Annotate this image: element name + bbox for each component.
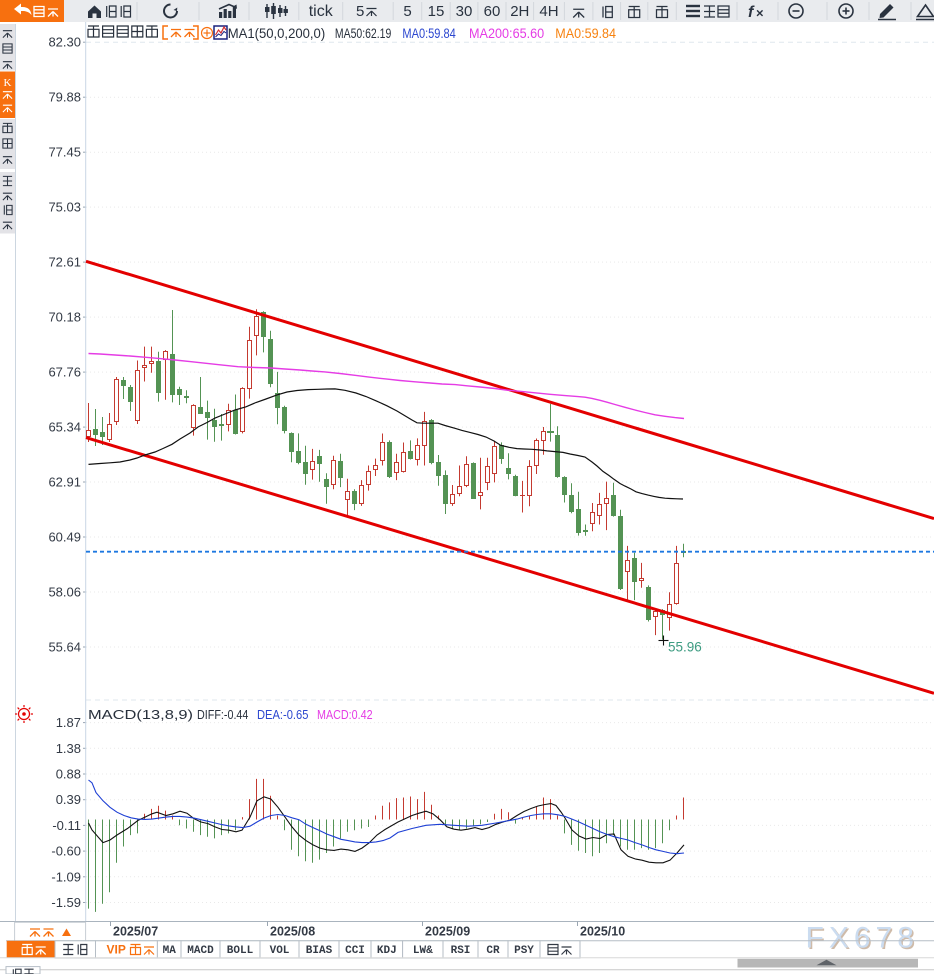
svg-text:VOL: VOL [270, 945, 290, 957]
svg-text:2025/07: 2025/07 [113, 925, 158, 939]
svg-text:VIP: VIP [107, 943, 126, 957]
svg-text:2H: 2H [510, 3, 529, 20]
svg-text:75.03: 75.03 [48, 200, 81, 215]
svg-text:0.88: 0.88 [56, 767, 81, 782]
svg-text:FX678: FX678 [807, 923, 920, 956]
svg-text:60.49: 60.49 [48, 530, 81, 545]
svg-text:DIFF:-0.44: DIFF:-0.44 [197, 707, 248, 722]
svg-text:MACD: MACD [187, 945, 214, 957]
svg-text:MA: MA [163, 945, 177, 957]
svg-text:MA0:59.84: MA0:59.84 [402, 26, 456, 41]
svg-text:15: 15 [428, 3, 445, 20]
svg-text:0.39: 0.39 [56, 792, 81, 807]
svg-text:82.30: 82.30 [48, 35, 81, 50]
svg-text:62.91: 62.91 [48, 475, 81, 490]
svg-text:2025/08: 2025/08 [270, 925, 315, 939]
svg-text:30: 30 [456, 3, 473, 20]
svg-text:-0.11: -0.11 [52, 818, 81, 833]
svg-text:-1.59: -1.59 [51, 895, 81, 910]
svg-text:CR: CR [486, 945, 500, 957]
svg-text:67.76: 67.76 [48, 365, 81, 380]
svg-text:BIAS: BIAS [306, 945, 333, 957]
svg-text:5: 5 [356, 3, 364, 20]
svg-text:MA200:65.60: MA200:65.60 [469, 26, 544, 41]
svg-text:K: K [4, 77, 12, 89]
svg-text:MACD:0.42: MACD:0.42 [317, 707, 373, 722]
svg-text:-0.60: -0.60 [51, 844, 81, 859]
svg-text:70.18: 70.18 [48, 310, 81, 325]
svg-text:77.45: 77.45 [48, 145, 81, 160]
svg-text:MACD(13,8,9): MACD(13,8,9) [88, 707, 193, 722]
svg-text:KDJ: KDJ [377, 945, 397, 957]
svg-text:f: f [748, 4, 755, 21]
svg-text:55.64: 55.64 [48, 640, 81, 655]
svg-text:1.38: 1.38 [56, 741, 81, 756]
svg-text:5: 5 [403, 3, 411, 20]
svg-text:BOLL: BOLL [227, 945, 254, 957]
svg-text:79.88: 79.88 [48, 90, 81, 105]
svg-text:65.34: 65.34 [48, 420, 81, 435]
svg-text:DEA:-0.65: DEA:-0.65 [257, 707, 308, 722]
svg-text:MA50:62.19: MA50:62.19 [335, 26, 391, 41]
svg-text:RSI: RSI [451, 945, 471, 957]
svg-text:CCI: CCI [345, 945, 365, 957]
svg-text:-1.09: -1.09 [51, 869, 81, 884]
svg-text:2025/10: 2025/10 [580, 925, 625, 939]
svg-text:72.61: 72.61 [48, 255, 81, 270]
svg-text:2025/09: 2025/09 [425, 925, 470, 939]
svg-text:FX678: FX678 [806, 922, 919, 955]
svg-text:×: × [756, 6, 764, 21]
svg-text:4H: 4H [539, 3, 558, 20]
svg-text:58.06: 58.06 [48, 585, 81, 600]
svg-text:PSY: PSY [514, 945, 534, 957]
svg-text:60: 60 [484, 3, 501, 20]
svg-text:1.87: 1.87 [56, 715, 81, 730]
svg-text:LW&: LW& [413, 945, 433, 957]
svg-text:MA0:59.84: MA0:59.84 [555, 26, 616, 41]
svg-text:tick: tick [309, 3, 334, 20]
svg-text:55.96: 55.96 [668, 640, 702, 655]
svg-text:MA1(50,0,200,0): MA1(50,0,200,0) [228, 26, 326, 41]
